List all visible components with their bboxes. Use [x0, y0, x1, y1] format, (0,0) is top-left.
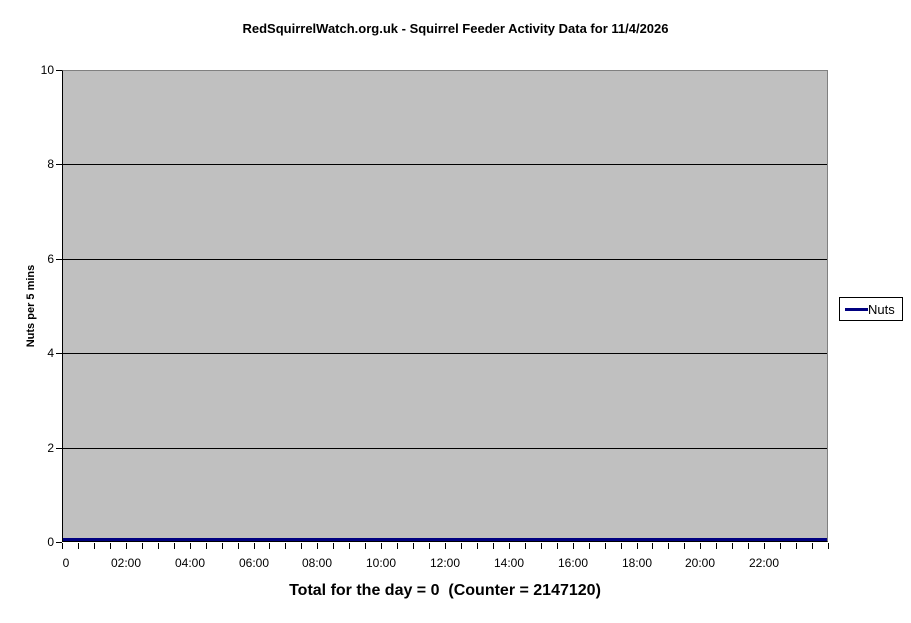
x-axis-tick — [652, 543, 653, 549]
x-axis-tick — [493, 543, 494, 549]
gridline — [63, 353, 827, 354]
x-axis-tick — [573, 543, 574, 549]
y-axis-tick-label: 2 — [47, 441, 54, 455]
plot-area — [62, 70, 828, 542]
x-axis-tick — [764, 543, 765, 549]
x-axis-tick — [812, 543, 813, 549]
x-axis-tick — [158, 543, 159, 549]
legend: Nuts — [839, 297, 903, 321]
line-icon — [845, 307, 868, 311]
x-axis-tick-label: 20:00 — [684, 556, 716, 570]
x-axis-tick-label: 06:00 — [238, 556, 270, 570]
x-axis-tick — [796, 543, 797, 549]
x-axis-tick-label: 02:00 — [110, 556, 142, 570]
x-axis-tick — [285, 543, 286, 549]
x-axis-tick — [828, 543, 829, 549]
x-axis-tick — [62, 543, 63, 549]
x-axis-tick-label: 22:00 — [748, 556, 780, 570]
x-axis-tick — [174, 543, 175, 549]
x-axis-tick — [206, 543, 207, 549]
x-axis-tick — [222, 543, 223, 549]
y-axis-tick — [56, 353, 62, 354]
x-axis-tick — [78, 543, 79, 549]
y-axis-tick-label: 10 — [40, 63, 54, 77]
series-line-nuts — [63, 538, 827, 541]
x-axis-tick — [238, 543, 239, 549]
x-axis-tick — [541, 543, 542, 549]
x-axis-tick-label: 08:00 — [301, 556, 333, 570]
gridline — [63, 448, 827, 449]
x-axis-tick — [684, 543, 685, 549]
x-axis-tick-label: 0 — [62, 556, 70, 570]
x-axis-tick-label: 16:00 — [557, 556, 589, 570]
x-axis-tick — [126, 543, 127, 549]
x-axis-tick — [716, 543, 717, 549]
y-axis-tick-label: 4 — [47, 346, 54, 360]
x-axis-tick-label: 18:00 — [621, 556, 653, 570]
x-axis-tick — [413, 543, 414, 549]
x-axis-tick — [397, 543, 398, 549]
gridline — [63, 259, 827, 260]
x-axis-tick — [381, 543, 382, 549]
x-axis-tick — [429, 543, 430, 549]
x-axis-tick — [445, 543, 446, 549]
y-axis-title: Nuts per 5 mins — [25, 264, 37, 348]
y-axis-tick — [56, 70, 62, 71]
x-axis-tick — [365, 543, 366, 549]
x-axis-tick — [461, 543, 462, 549]
x-axis-tick-label: 04:00 — [174, 556, 206, 570]
x-axis-tick — [333, 543, 334, 549]
x-axis-tick-label: 12:00 — [429, 556, 461, 570]
x-axis-tick — [301, 543, 302, 549]
x-axis-tick — [748, 543, 749, 549]
x-axis-tick — [94, 543, 95, 549]
gridline — [63, 164, 827, 165]
x-axis-tick — [621, 543, 622, 549]
x-axis-tick — [525, 543, 526, 549]
x-axis-tick-label: 14:00 — [493, 556, 525, 570]
x-axis-tick — [637, 543, 638, 549]
x-axis-tick — [349, 543, 350, 549]
y-axis-tick-label: 0 — [47, 535, 54, 549]
chart-title: RedSquirrelWatch.org.uk - Squirrel Feede… — [242, 21, 669, 36]
x-axis-tick — [557, 543, 558, 549]
x-axis-tick — [269, 543, 270, 549]
x-axis-tick — [142, 543, 143, 549]
x-axis-tick — [190, 543, 191, 549]
x-axis-tick — [509, 543, 510, 549]
x-axis-tick — [254, 543, 255, 549]
x-axis-tick — [477, 543, 478, 549]
x-axis-tick — [589, 543, 590, 549]
x-axis-tick-label: 10:00 — [365, 556, 397, 570]
y-axis-tick — [56, 542, 62, 543]
x-axis-tick — [110, 543, 111, 549]
y-axis-tick-label: 6 — [47, 252, 54, 266]
x-axis-tick — [780, 543, 781, 549]
x-axis-tick — [732, 543, 733, 549]
y-axis-tick — [56, 448, 62, 449]
y-axis-tick — [56, 259, 62, 260]
x-axis-tick — [317, 543, 318, 549]
x-axis-tick — [605, 543, 606, 549]
x-axis-tick — [700, 543, 701, 549]
x-axis-tick — [668, 543, 669, 549]
y-axis-tick-label: 8 — [47, 157, 54, 171]
y-axis-tick — [56, 164, 62, 165]
legend-label-nuts: Nuts — [868, 301, 895, 317]
daily-total-text: Total for the day = 0 (Counter = 2147120… — [289, 582, 601, 599]
